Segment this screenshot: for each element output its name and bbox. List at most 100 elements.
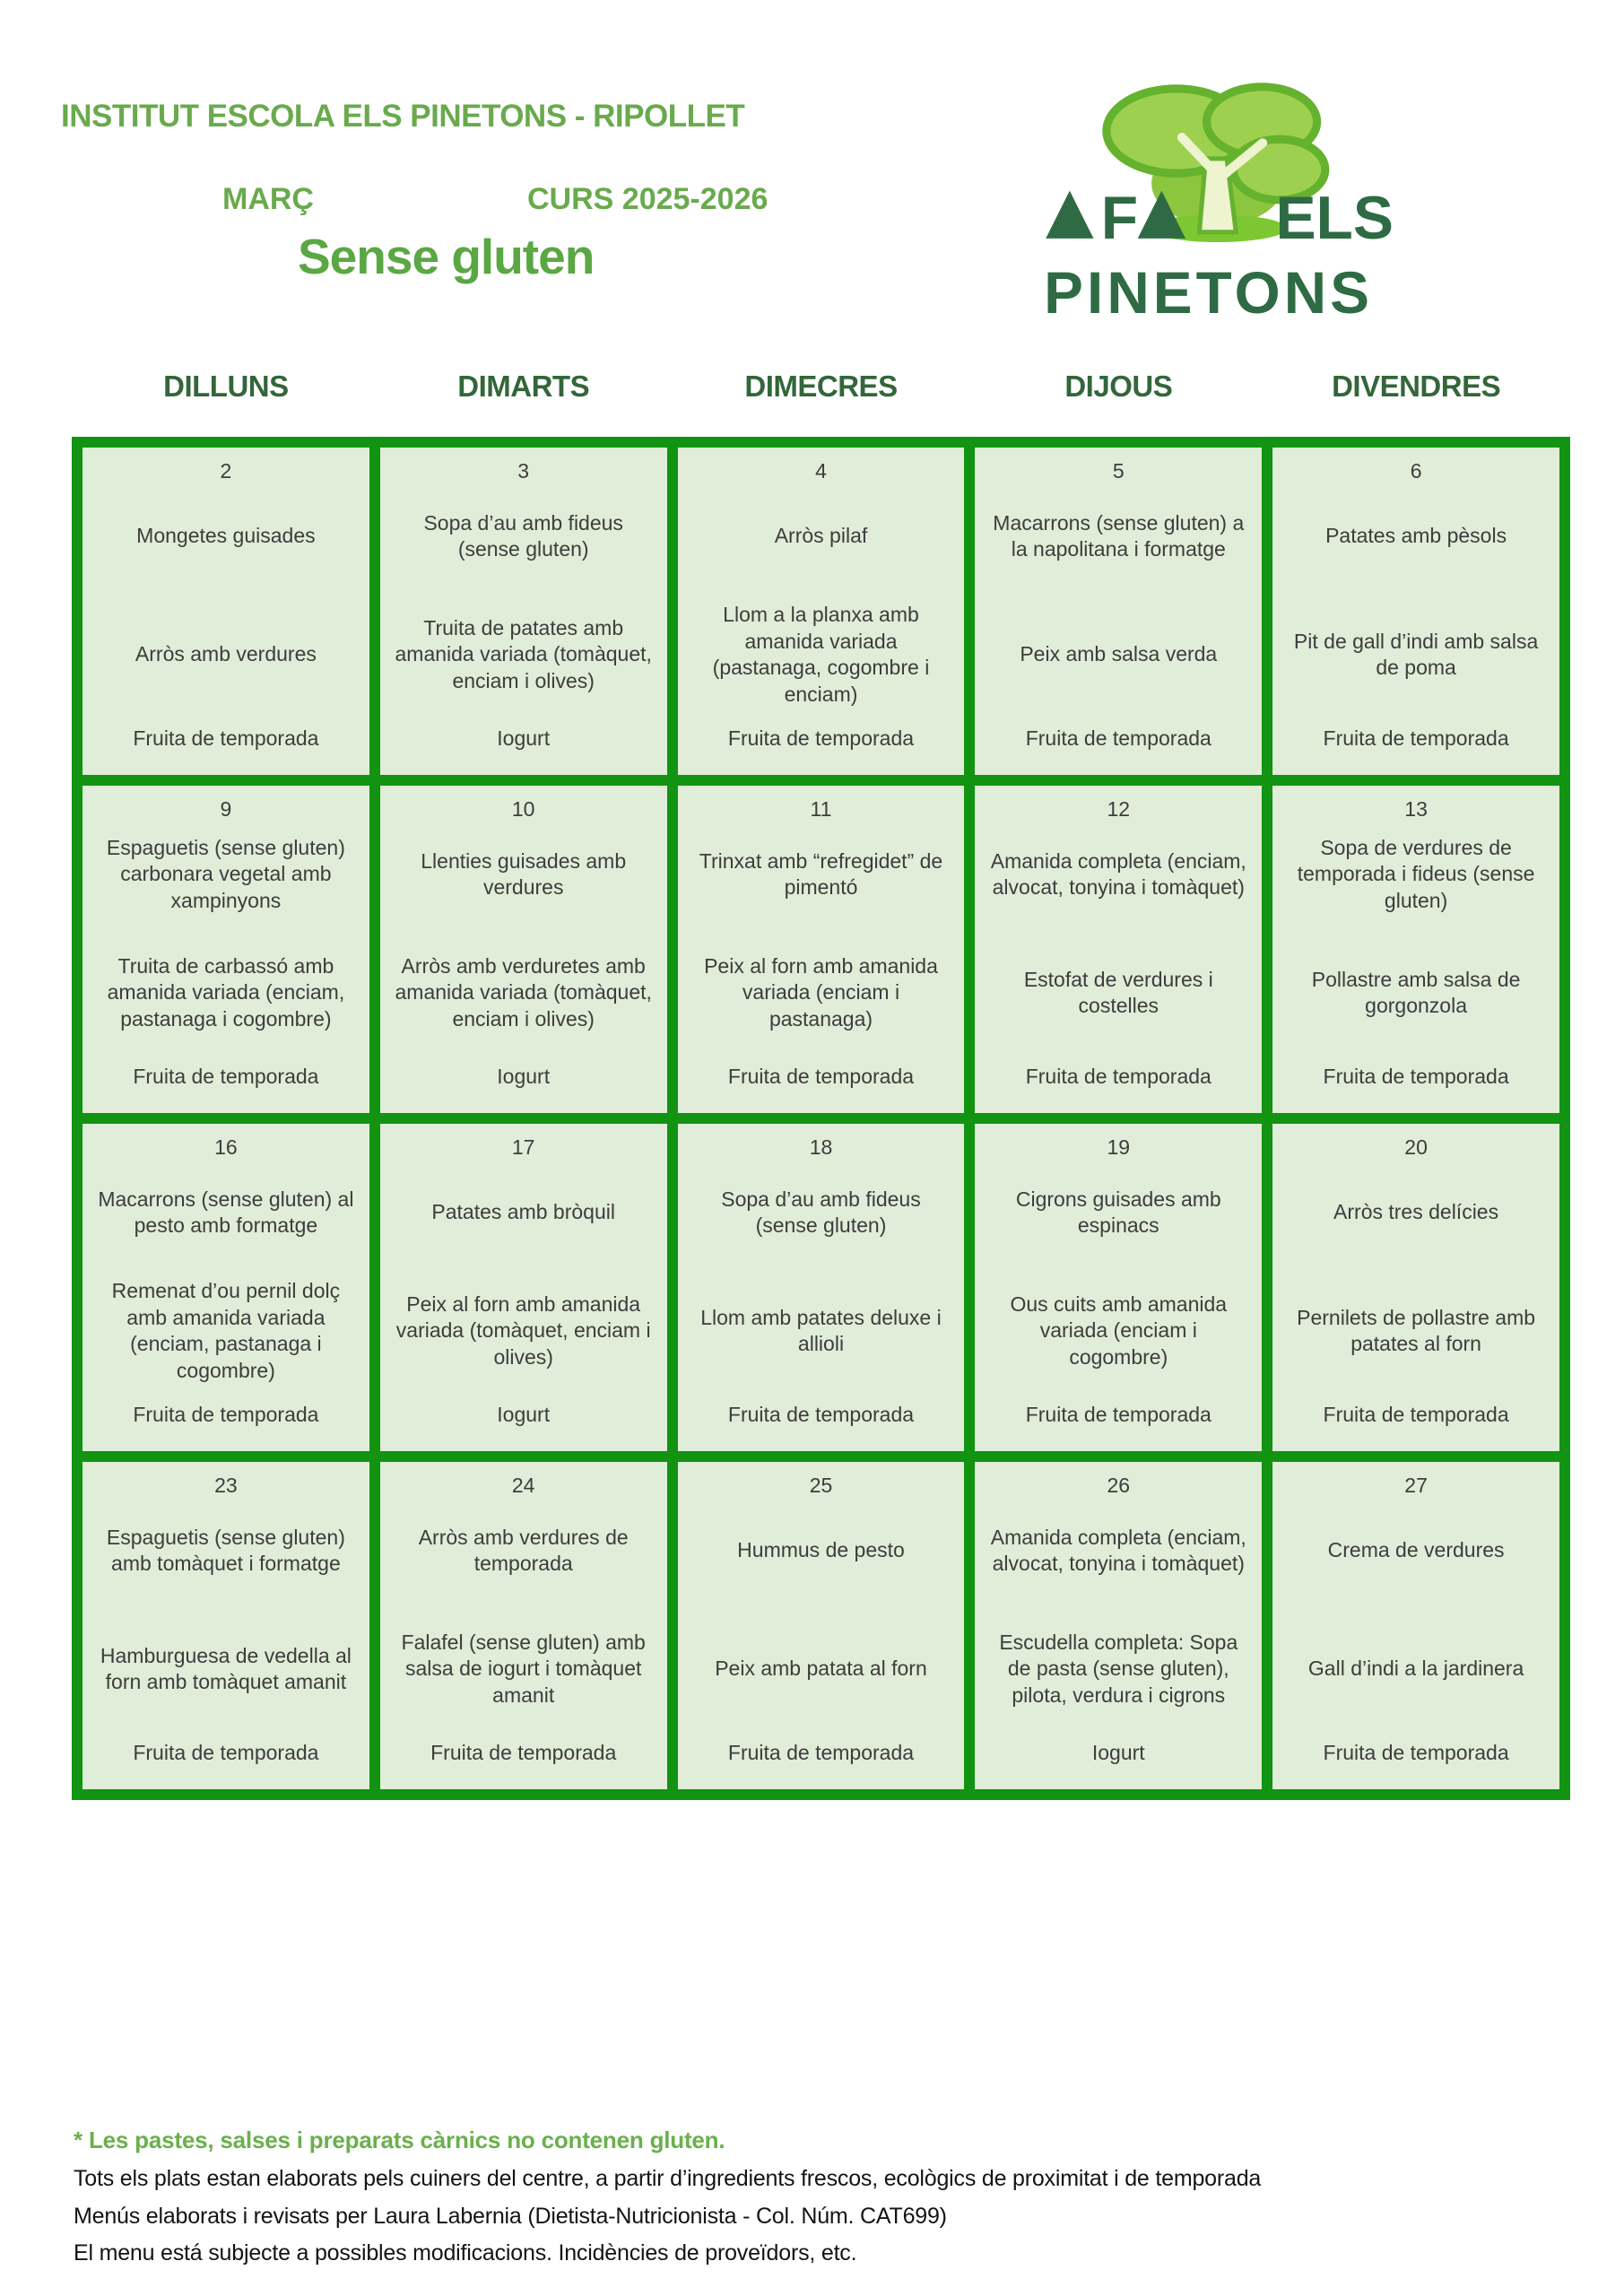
dessert: Fruita de temporada — [133, 726, 319, 750]
menu-cell: 3 Sopa d’au amb fideus (sense gluten) Tr… — [379, 448, 667, 775]
menu-cell: 11 Trinxat amb “refregidet” de pimentó P… — [677, 786, 965, 1113]
day-number: 25 — [809, 1474, 833, 1497]
day-number: 9 — [220, 797, 232, 821]
month-label: MARÇ — [222, 182, 314, 216]
menu-cell: 26 Amanida completa (enciam, alvocat, to… — [975, 1462, 1263, 1789]
menu-cell: 24 Arròs amb verdures de temporada Falaf… — [379, 1462, 667, 1789]
first-course: Crema de verdures — [1327, 1538, 1505, 1562]
second-course: Peix al forn amb amanida variada (enciam… — [704, 954, 938, 1031]
second-course: Peix amb salsa verda — [1020, 642, 1218, 666]
second-course: Pollastre amb salsa de gorgonzola — [1311, 967, 1521, 1018]
logo-afa-letter: F — [1101, 185, 1138, 252]
first-course: Arròs pilaf — [774, 524, 868, 548]
first-course: Patates amb bròquil — [431, 1200, 615, 1224]
second-course: Arròs amb verdures — [135, 642, 317, 666]
day-number: 27 — [1404, 1474, 1428, 1497]
first-course: Patates amb pèsols — [1325, 524, 1507, 548]
footer-line: El menu está subjecte a possibles modifi… — [74, 2240, 857, 2266]
menu-cell: 5 Macarrons (sense gluten) a la napolita… — [975, 448, 1263, 775]
second-course: Pit de gall d’indi amb salsa de poma — [1293, 629, 1539, 680]
dessert: Fruita de temporada — [727, 726, 915, 750]
menu-table: 2 Mongetes guisades Arròs amb verdures F… — [72, 437, 1570, 1800]
menu-cell: 9 Espaguetis (sense gluten) carbonara ve… — [83, 786, 369, 1113]
pine-triangle-icon — [1046, 190, 1094, 239]
first-course: Espaguetis (sense gluten) amb tomàquet i… — [106, 1525, 345, 1576]
dessert: Fruita de temporada — [430, 1740, 617, 1764]
dessert: Fruita de temporada — [133, 1740, 319, 1764]
dessert: Fruita de temporada — [1025, 1402, 1211, 1426]
menu-cell: 4 Arròs pilaf Llom a la planxa amb amani… — [677, 448, 965, 775]
day-number: 23 — [214, 1474, 238, 1497]
day-number: 17 — [511, 1135, 535, 1159]
dessert: Iogurt — [497, 726, 551, 750]
day-number: 10 — [511, 797, 535, 821]
first-course: Amanida completa (enciam, alvocat, tonyi… — [990, 1525, 1246, 1576]
menu-cell: 2 Mongetes guisades Arròs amb verdures F… — [83, 448, 369, 775]
first-course: Arròs amb verdures de temporada — [418, 1525, 629, 1576]
first-course: Sopa d’au amb fideus (sense gluten) — [721, 1187, 921, 1238]
logo-els-text: ELS — [1275, 185, 1394, 252]
dessert: Fruita de temporada — [1323, 1740, 1509, 1764]
tree-icon — [1102, 83, 1330, 243]
menu-cell: 19 Cigrons guisades amb espinacs Ous cui… — [975, 1124, 1263, 1451]
dessert: Fruita de temporada — [727, 1740, 915, 1764]
menu-cell: 13 Sopa de verdures de temporada i fideu… — [1272, 786, 1559, 1113]
first-course: Mongetes guisades — [136, 524, 316, 548]
school-title: INSTITUT ESCOLA ELS PINETONS - RIPOLLET — [61, 99, 745, 134]
day-number: 3 — [517, 459, 530, 483]
dessert: Fruita de temporada — [133, 1402, 319, 1426]
menu-cell: 20 Arròs tres delícies Pernilets de poll… — [1272, 1124, 1559, 1451]
second-course: Arròs amb verduretes amb amanida variada… — [395, 954, 652, 1031]
second-course: Peix amb patata al forn — [715, 1657, 927, 1681]
dessert: Fruita de temporada — [1025, 1064, 1211, 1088]
dessert: Fruita de temporada — [1025, 726, 1211, 750]
second-course: Peix al forn amb amanida variada (tomàqu… — [395, 1292, 651, 1369]
first-course: Sopa de verdures de temporada i fideus (… — [1297, 835, 1535, 912]
first-course: Arròs tres delícies — [1333, 1200, 1499, 1224]
footer-line: Tots els plats estan elaborats pels cuin… — [74, 2165, 1262, 2191]
second-course: Gall d’indi a la jardinera — [1307, 1657, 1524, 1681]
dessert: Fruita de temporada — [1323, 1064, 1509, 1088]
second-course: Escudella completa: Sopa de pasta (sense… — [999, 1631, 1238, 1707]
weekday-header: DIMECRES — [744, 370, 898, 403]
day-number: 5 — [1112, 459, 1125, 483]
second-course: Hamburguesa de vedella al forn amb tomàq… — [100, 1643, 352, 1694]
afa-pinetons-logo: F ELS PINETONS — [1044, 83, 1394, 326]
second-course: Remenat d’ou pernil dolç amb amanida var… — [111, 1279, 341, 1382]
first-course: Llenties guisades amb verdures — [421, 848, 627, 900]
menu-title: Sense gluten — [298, 229, 595, 284]
day-number: 2 — [220, 459, 232, 483]
dessert: Iogurt — [497, 1402, 551, 1426]
second-course: Truita de carbassó amb amanida variada (… — [107, 954, 345, 1031]
weekday-header: DIVENDRES — [1332, 370, 1501, 403]
day-number: 6 — [1410, 459, 1422, 483]
second-course: Truita de patates amb amanida variada (t… — [395, 616, 652, 692]
dessert: Fruita de temporada — [133, 1064, 319, 1088]
dessert: Fruita de temporada — [1323, 1402, 1509, 1426]
first-course: Hummus de pesto — [737, 1538, 905, 1562]
footer-gluten-note: * Les pastes, salses i preparats càrnics… — [74, 2126, 725, 2153]
first-course: Macarrons (sense gluten) al pesto amb fo… — [98, 1187, 354, 1238]
dessert: Fruita de temporada — [727, 1402, 915, 1426]
weekday-header: DIJOUS — [1064, 370, 1173, 403]
second-course: Llom a la planxa amb amanida variada (pa… — [712, 603, 930, 706]
first-course: Espaguetis (sense gluten) carbonara vege… — [106, 835, 345, 912]
day-number: 20 — [1404, 1135, 1428, 1159]
day-number: 11 — [810, 797, 832, 821]
menu-cell: 23 Espaguetis (sense gluten) amb tomàque… — [83, 1462, 369, 1789]
day-number: 18 — [809, 1135, 833, 1159]
second-course: Llom amb patates deluxe i allioli — [700, 1305, 942, 1356]
dessert: Fruita de temporada — [727, 1064, 915, 1088]
dessert: Iogurt — [497, 1064, 551, 1088]
second-course: Estofat de verdures i costelles — [1023, 967, 1213, 1018]
menu-cell: 17 Patates amb bròquil Peix al forn amb … — [379, 1124, 667, 1451]
second-course: Pernilets de pollastre amb patates al fo… — [1297, 1305, 1536, 1356]
first-course: Cigrons guisades amb espinacs — [1015, 1187, 1221, 1238]
menu-cell: 18 Sopa d’au amb fideus (sense gluten) L… — [677, 1124, 965, 1451]
weekday-header: DILLUNS — [163, 370, 289, 403]
day-number: 24 — [511, 1474, 535, 1497]
menu-cell: 27 Crema de verdures Gall d’indi a la ja… — [1272, 1462, 1559, 1789]
day-number: 4 — [815, 459, 827, 483]
footer-line: Menús elaborats i revisats per Laura Lab… — [74, 2203, 947, 2229]
